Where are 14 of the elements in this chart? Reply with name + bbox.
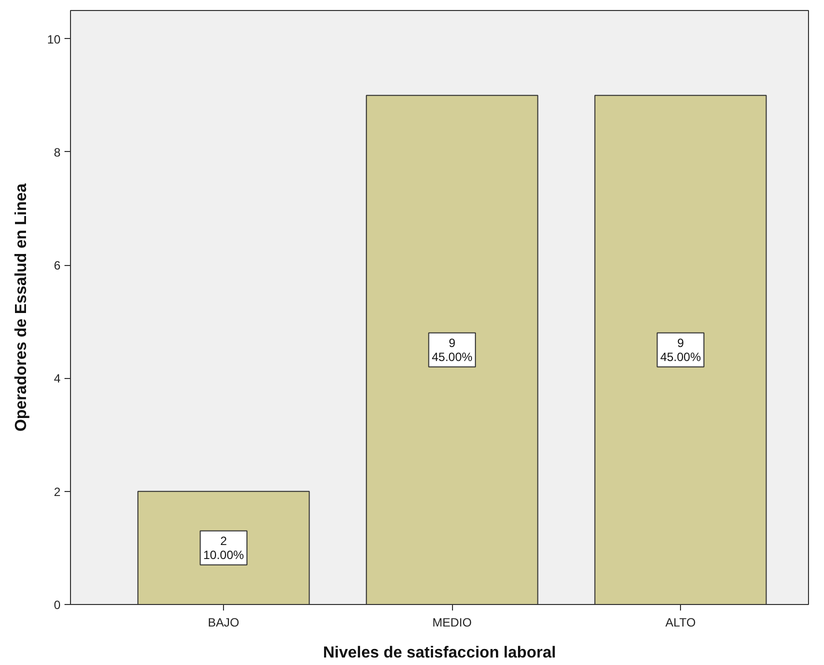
y-axis-title: Operadores de Essalud en Linea bbox=[13, 183, 30, 432]
data-label: 9 45.00% bbox=[432, 336, 473, 364]
y-tick-label: 2 bbox=[54, 484, 61, 499]
y-tick-label: 6 bbox=[54, 258, 61, 273]
y-tick-label: 4 bbox=[54, 372, 61, 386]
y-tick-label: 8 bbox=[54, 145, 61, 160]
x-tick-label: MEDIO bbox=[432, 616, 472, 630]
x-axis-title: Niveles de satisfaccion laboral bbox=[323, 644, 556, 662]
x-tick-label: ALTO bbox=[665, 616, 696, 630]
x-tick-label: BAJO bbox=[208, 616, 240, 630]
y-tick-label: 0 bbox=[54, 598, 61, 612]
y-tick-label: 10 bbox=[47, 32, 61, 46]
data-label: 2 10.00% bbox=[203, 534, 244, 562]
data-label: 9 45.00% bbox=[660, 336, 702, 364]
